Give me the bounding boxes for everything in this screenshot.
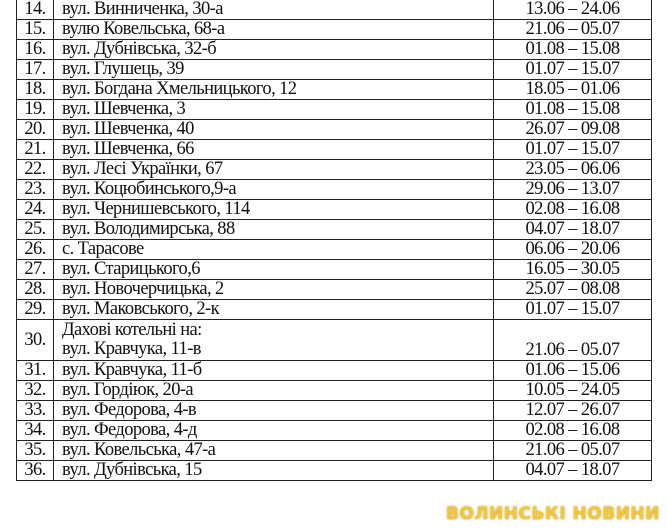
address-cell: вул. Шевченка, 40 — [53, 119, 494, 140]
date-range-cell: 10.05 – 24.05 — [493, 380, 652, 401]
address-cell: вул. Лесі Українки, 67 — [53, 159, 494, 180]
row-number: 22. — [16, 159, 54, 180]
table-row: 30. Дахові котельні на: вул. Кравчука, 11-… — [16, 319, 652, 361]
row-number: 32. — [16, 380, 54, 401]
date-range-cell: 02.08 – 16.08 — [493, 420, 652, 441]
address-cell: вул. Новочерчицька, 2 — [53, 279, 494, 300]
table-row: 27. вул. Старицького,6 16.05 – 30.05 — [16, 259, 652, 280]
row-number: 27. — [16, 259, 54, 280]
watermark-logo: ВОЛИНСЬКІ НОВИНИ — [446, 504, 660, 524]
table-row: 26. с. Тарасове 06.06 – 20.06 — [16, 239, 652, 260]
table-row: 22. вул. Лесі Українки, 67 23.05 – 06.06 — [16, 159, 652, 180]
row-number: 29. — [16, 299, 54, 320]
table-row: 16. вул. Дубнівська, 32-б 01.08 – 15.08 — [16, 39, 652, 60]
date-range-cell: 12.07 – 26.07 — [493, 400, 652, 421]
table-row: 28. вул. Новочерчицька, 2 25.07 – 08.08 — [16, 279, 652, 300]
table-row: 29. вул. Маковського, 2-к 01.07 – 15.07 — [16, 299, 652, 320]
table-row: 23. вул. Коцюбинського,9-а 29.06 – 13.07 — [16, 179, 652, 200]
date-range-cell: 01.07 – 15.07 — [493, 59, 652, 80]
date-range-cell: 01.08 – 15.08 — [493, 99, 652, 120]
address-cell: вул. Коцюбинського,9-а — [53, 179, 494, 200]
row-number: 31. — [16, 360, 54, 381]
row-number: 16. — [16, 39, 54, 60]
row-number: 25. — [16, 219, 54, 240]
table-row: 15. вулю Ковельська, 68-а 21.06 – 05.07 — [16, 19, 652, 40]
schedule-table: 14. вул. Винниченка, 30-а 13.06 – 24.06 15.… — [16, 0, 652, 481]
address-cell: вул. Ковельська, 47-а — [53, 440, 494, 461]
address-cell: вул. Чернишевського, 114 — [53, 199, 494, 220]
row-number: 35. — [16, 440, 54, 461]
address-cell: вул. Маковського, 2-к — [53, 299, 494, 320]
date-range-cell: 21.06 – 05.07 — [493, 319, 652, 361]
address-cell: вул. Шевченка, 3 — [53, 99, 494, 120]
row-number: 24. — [16, 199, 54, 220]
date-range-cell: 04.07 – 18.07 — [493, 219, 652, 240]
address-cell: вул. Гордіюк, 20-а — [53, 380, 494, 401]
address-cell: Дахові котельні на: вул. Кравчука, 11-в — [53, 319, 494, 361]
row-number: 30. — [16, 319, 54, 361]
row-number: 14. — [16, 0, 54, 20]
address-cell: вул. Федорова, 4-д — [53, 420, 494, 441]
date-range-cell: 01.06 – 15.06 — [493, 360, 652, 381]
date-range-cell: 21.06 – 05.07 — [493, 440, 652, 461]
address-cell: вул. Кравчука, 11-б — [53, 360, 494, 381]
table-row: 24. вул. Чернишевського, 114 02.08 – 16.08 — [16, 199, 652, 220]
row-number: 23. — [16, 179, 54, 200]
row-number: 18. — [16, 79, 54, 100]
date-range-cell: 29.06 – 13.07 — [493, 179, 652, 200]
table-row: 17. вул. Глушець, 39 01.07 – 15.07 — [16, 59, 652, 80]
table-row: 36. вул. Дубнівська, 15 04.07 – 18.07 — [16, 460, 652, 481]
address-cell: вул. Шевченка, 66 — [53, 139, 494, 160]
address-cell: с. Тарасове — [53, 239, 494, 260]
table-row: 33. вул. Федорова, 4-в 12.07 – 26.07 — [16, 400, 652, 421]
address-cell: вул. Дубнівська, 15 — [53, 460, 494, 481]
date-range-cell: 16.05 – 30.05 — [493, 259, 652, 280]
table-row: 31. вул. Кравчука, 11-б 01.06 – 15.06 — [16, 360, 652, 381]
address-cell: вул. Володимирська, 88 — [53, 219, 494, 240]
row-number: 20. — [16, 119, 54, 140]
row-number: 26. — [16, 239, 54, 260]
date-range-cell: 25.07 – 08.08 — [493, 279, 652, 300]
row-number: 17. — [16, 59, 54, 80]
table-row: 19. вул. Шевченка, 3 01.08 – 15.08 — [16, 99, 652, 120]
row-number: 36. — [16, 460, 54, 481]
date-range-cell: 06.06 – 20.06 — [493, 239, 652, 260]
table-row: 35. вул. Ковельська, 47-а 21.06 – 05.07 — [16, 440, 652, 461]
address-cell: вул. Федорова, 4-в — [53, 400, 494, 421]
date-range-cell: 01.07 – 15.07 — [493, 139, 652, 160]
address-cell: вул. Глушець, 39 — [53, 59, 494, 80]
row-number: 28. — [16, 279, 54, 300]
row-number: 19. — [16, 99, 54, 120]
date-range-cell: 26.07 – 09.08 — [493, 119, 652, 140]
date-range-cell: 23.05 – 06.06 — [493, 159, 652, 180]
address-cell: вул. Дубнівська, 32-б — [53, 39, 494, 60]
address-cell: вул. Старицького,6 — [53, 259, 494, 280]
table-row: 25. вул. Володимирська, 88 04.07 – 18.07 — [16, 219, 652, 240]
address-cell: вул. Винниченка, 30-а — [53, 0, 494, 20]
date-range-cell: 01.08 – 15.08 — [493, 39, 652, 60]
date-range-cell: 01.07 – 15.07 — [493, 299, 652, 320]
row-number: 15. — [16, 19, 54, 40]
address-heading: Дахові котельні на: — [62, 320, 202, 340]
date-range-cell: 02.08 – 16.08 — [493, 199, 652, 220]
address-cell: вулю Ковельська, 68-а — [53, 19, 494, 40]
address-text: вул. Кравчука, 11-в — [62, 339, 201, 359]
table-row: 20. вул. Шевченка, 40 26.07 – 09.08 — [16, 119, 652, 140]
table-row: 21. вул. Шевченка, 66 01.07 – 15.07 — [16, 139, 652, 160]
row-number: 34. — [16, 420, 54, 441]
row-number: 33. — [16, 400, 54, 421]
table-row: 32. вул. Гордіюк, 20-а 10.05 – 24.05 — [16, 380, 652, 401]
date-range-cell: 13.06 – 24.06 — [493, 0, 652, 20]
date-range-cell: 21.06 – 05.07 — [493, 19, 652, 40]
row-number: 21. — [16, 139, 54, 160]
table-row: 34. вул. Федорова, 4-д 02.08 – 16.08 — [16, 420, 652, 441]
date-range-cell: 18.05 – 01.06 — [493, 79, 652, 100]
address-cell: вул. Богдана Хмельницького, 12 — [53, 79, 494, 100]
table-row: 14. вул. Винниченка, 30-а 13.06 – 24.06 — [16, 0, 652, 20]
table-row: 18. вул. Богдана Хмельницького, 12 18.05 –… — [16, 79, 652, 100]
date-range-cell: 04.07 – 18.07 — [493, 460, 652, 481]
